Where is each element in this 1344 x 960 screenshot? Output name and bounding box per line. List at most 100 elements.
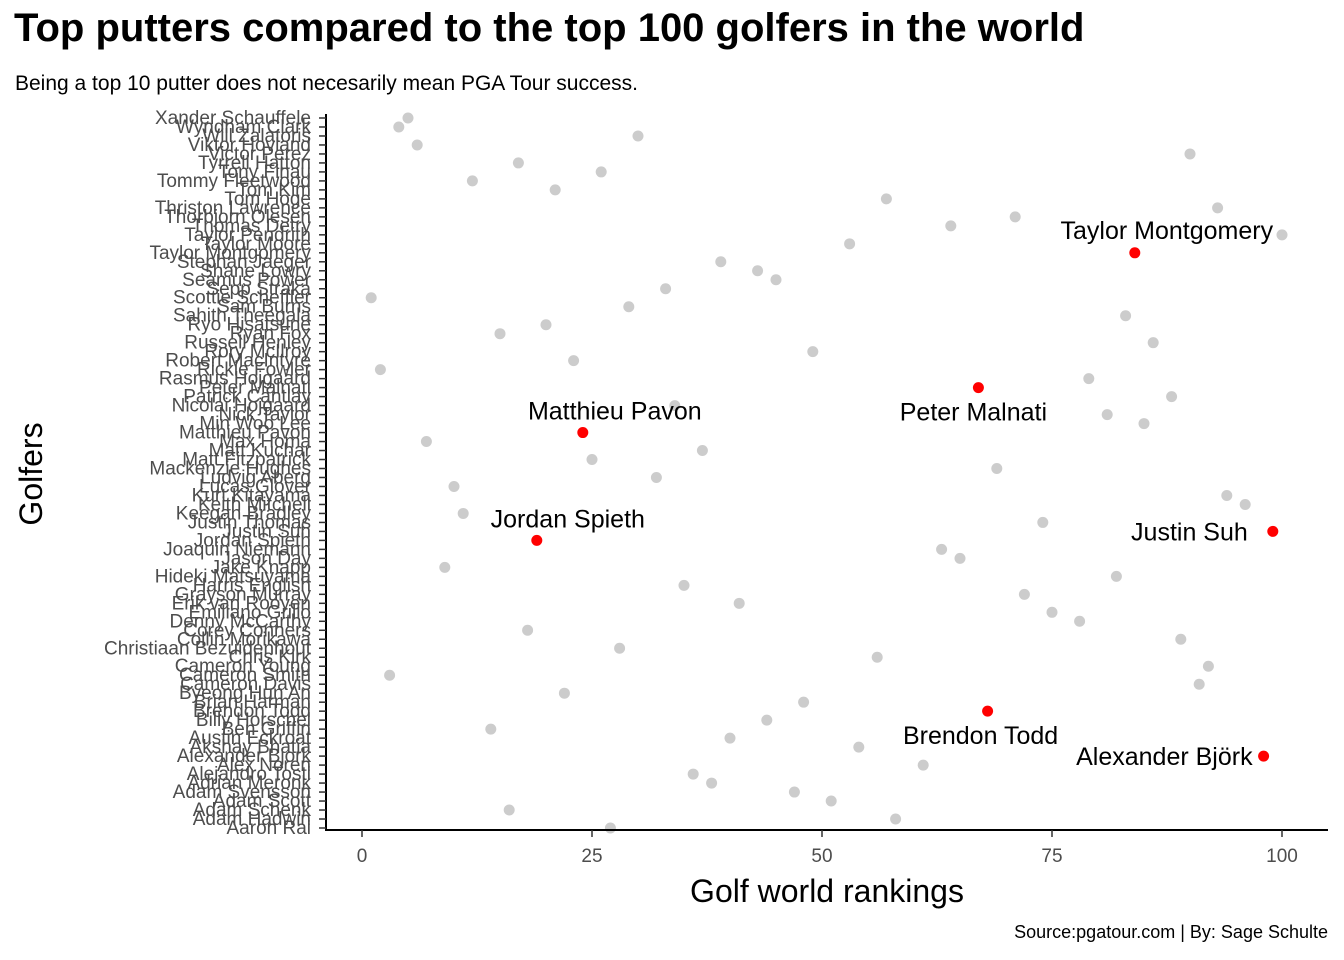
point-annotations: Taylor Montgomery Peter Malnati Matthieu P… [491,217,1274,771]
y-tick-label: Alejandro Tosti [187,764,311,785]
y-tick-label: Adam Schenk [193,800,312,821]
golfer-point [825,795,837,807]
top-putter-point [1267,525,1279,537]
y-tick-label: Chris Kirk [229,647,312,668]
y-tick-label: Austin Eckroat [189,728,312,749]
golfer-point [660,283,672,295]
chart-title: Top putters compared to the top 100 golf… [14,6,1085,50]
y-tick-label: Emiliano Grillo [189,602,311,623]
y-axis-label: Golfers [13,422,49,525]
golfer-point [494,328,506,340]
golfer-point [669,400,681,412]
golfer-point [1046,606,1058,618]
chart-caption: Source:pgatour.com | By: Sage Schulte [1014,922,1328,942]
golfer-point [522,624,534,636]
y-tick-label: Justin Suh [222,521,311,542]
golfer-point [650,471,662,483]
y-tick-label: Scottie Scheffler [173,288,312,309]
y-tick-label: Taylor Pendrith [184,225,311,246]
golfer-point [1202,660,1214,672]
y-tick-label: Corey Conners [183,620,311,641]
golfer-point [724,732,736,744]
y-tick-label: Rory McIlroy [204,342,311,363]
y-tick-label: Tyrrell Hatton [198,153,311,174]
golfer-point [1166,391,1178,403]
x-tick-label: 50 [811,846,832,867]
y-tick-label: Seamus Power [182,270,312,291]
golfer-point [1193,678,1205,690]
golfer-point [706,777,718,789]
x-tick-label: 25 [581,846,602,867]
y-tick-label: Max Homa [219,432,311,453]
y-tick-label: Tommy Fleetwood [157,171,311,192]
golfer-point [540,319,552,331]
golfer-point [614,642,626,654]
y-tick-label: Patrick Cantlay [183,387,311,408]
golfer-point [604,822,616,834]
y-tick-label: Jason Day [221,548,311,569]
x-axis-label: Golf world rankings [690,873,964,909]
golfer-point [853,741,865,753]
golfer-point [595,166,607,178]
golfer-point [384,669,396,681]
golfer-point [1074,615,1086,627]
golfer-point [1120,310,1132,322]
golfer-point [945,220,957,232]
top-putter-point [577,427,589,439]
golfer-point [1138,418,1150,430]
x-tick-label: 100 [1266,846,1298,867]
data-points [365,112,1288,834]
golfer-point [733,597,745,609]
golfer-point [1083,373,1095,385]
y-tick-label: Will Zalatoris [202,126,311,147]
y-tick-label: Adam Hadwin [193,809,311,830]
chart-subtitle: Being a top 10 putter does not necesaril… [15,72,638,95]
y-tick-label: Brian Harman [194,692,311,713]
golfer-point [466,175,478,187]
y-tick-label: Adam Scott [213,791,312,812]
golfer-point [1101,409,1113,421]
golfer-point [549,184,561,196]
golfer-point [936,543,948,555]
y-tick-label: Tom Hoge [224,189,311,210]
y-tick-label: Erik van Rooyen [172,593,311,614]
y-tick-label: Alexander Bjork [177,746,312,767]
golfer-point [1221,489,1233,501]
golfer-point [365,292,377,304]
y-tick-label: Brendon Todd [193,701,311,722]
golfer-point [558,687,570,699]
y-tick-label: Matt Kuchar [209,441,312,462]
golfer-point [890,813,902,825]
y-tick-label: Tom Kim [237,180,311,201]
y-tick-label: Rickie Fowler [197,360,312,381]
y-tick-label: Ryo Hisatsune [187,315,311,336]
y-tick-label: Adam Svensson [173,782,311,803]
y-tick-label: Ryan Fox [230,324,312,345]
golfer-point [871,651,883,663]
annotation-label: Brendon Todd [903,722,1058,750]
y-tick-label: Byeong Hun An [179,683,311,704]
x-tick-label: 0 [357,846,368,867]
golfer-point [1239,498,1251,510]
golfer-point [374,364,386,376]
y-tick-label: Mackenzie Hughes [149,459,311,480]
annotation-label: Peter Malnati [900,399,1047,427]
golfer-point [761,714,773,726]
golfer-point [1147,337,1159,349]
golfer-point [1212,202,1224,214]
golfer-point [1009,211,1021,223]
y-tick-label: Keegan Bradley [176,503,312,524]
y-tick-label: Taylor Montgomery [149,243,311,264]
y-tick-label: Cameron Smith [179,665,311,686]
golfer-point [411,139,423,151]
golfer-point [880,193,892,205]
y-tick-label: Nick Taylor [218,405,311,426]
annotation-label: Matthieu Pavon [528,398,702,426]
golfer-point [512,157,524,169]
y-tick-label: Adrian Meronk [187,773,311,794]
annotation-label: Justin Suh [1131,518,1248,546]
golfer-point [1110,570,1122,582]
golfer-point [844,238,856,250]
y-tick-label: Denny McCarthy [170,611,312,632]
